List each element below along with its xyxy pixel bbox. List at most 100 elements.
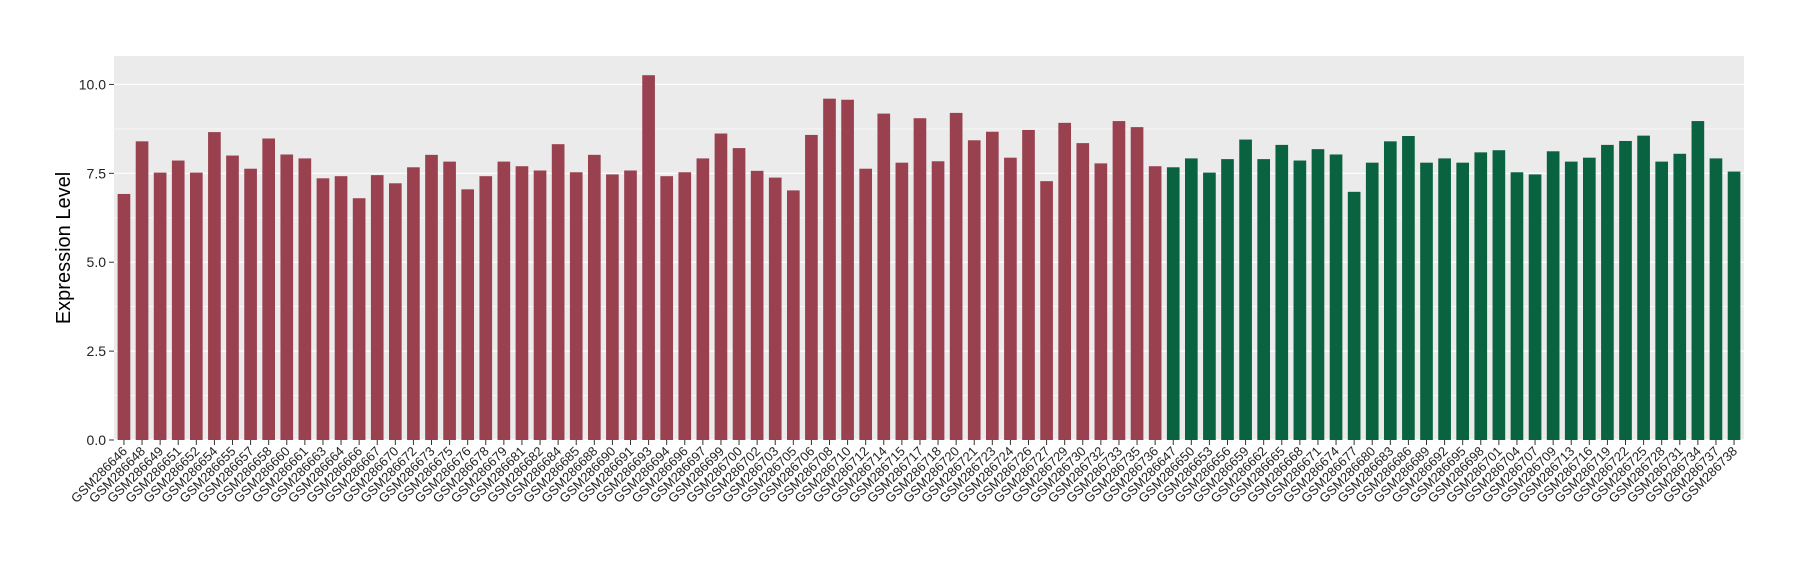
- bar-GSM286686: [1402, 136, 1415, 440]
- bar-GSM286719: [1601, 144, 1614, 440]
- y-tick-label: 0.0: [87, 432, 107, 448]
- bar-GSM286665: [1275, 144, 1289, 440]
- plot-panel: [114, 56, 1744, 440]
- bar-GSM286674: [1329, 154, 1343, 440]
- bar-GSM286661: [298, 158, 312, 440]
- bar-GSM286691: [624, 170, 637, 440]
- x-axis: GSM286646GSM286648GSM286649GSM286651GSM2…: [68, 440, 1740, 506]
- bar-GSM286675: [443, 161, 456, 440]
- bar-GSM286646: [117, 193, 131, 440]
- y-tick-label: 10.0: [79, 76, 106, 92]
- bar-GSM286714: [877, 113, 891, 440]
- bar-GSM286663: [316, 178, 330, 441]
- bar-GSM286667: [370, 175, 384, 440]
- bar-GSM286652: [189, 172, 203, 440]
- bar-GSM286704: [1510, 172, 1524, 440]
- bar-GSM286710: [841, 99, 854, 440]
- bar-GSM286705: [786, 190, 800, 440]
- y-axis: 0.0 2.5 5.0 7.5 10.0: [79, 76, 114, 448]
- bar-GSM286653: [1203, 172, 1216, 440]
- bar-GSM286729: [1058, 122, 1072, 440]
- bar-GSM286648: [135, 141, 149, 441]
- bar-GSM286662: [1257, 159, 1271, 440]
- bar-GSM286696: [678, 172, 692, 440]
- grid-lines: [114, 83, 1744, 441]
- bar-GSM286682: [533, 170, 547, 440]
- bar-GSM286688: [587, 154, 601, 440]
- bar-GSM286700: [732, 148, 746, 441]
- bar-GSM286722: [1619, 140, 1632, 440]
- bar-GSM286726: [1022, 129, 1035, 440]
- bar-GSM286673: [425, 154, 438, 440]
- bar-GSM286732: [1094, 163, 1108, 440]
- bar-GSM286655: [226, 155, 239, 441]
- bar-GSM286679: [497, 161, 511, 440]
- bar-GSM286654: [208, 132, 221, 441]
- bar-GSM286658: [262, 138, 276, 440]
- bar-GSM286706: [805, 134, 818, 440]
- bar-GSM286659: [1239, 139, 1252, 441]
- bar-GSM286723: [985, 131, 999, 440]
- bar-GSM286680: [1365, 162, 1379, 440]
- bar-GSM286690: [606, 174, 619, 440]
- bar-GSM286677: [1347, 191, 1361, 440]
- bars-group: [117, 75, 1741, 441]
- bar-GSM286651: [171, 160, 185, 441]
- bar-GSM286685: [569, 172, 583, 440]
- bar-GSM286684: [551, 144, 565, 440]
- bar-GSM286689: [1420, 162, 1433, 440]
- y-tick-label: 5.0: [87, 254, 107, 270]
- bar-GSM286738: [1727, 171, 1741, 441]
- bar-GSM286657: [244, 168, 257, 440]
- y-axis-label: Expression Level: [53, 172, 75, 324]
- bar-GSM286701: [1492, 150, 1506, 440]
- bar-GSM286712: [859, 168, 873, 440]
- bar-GSM286670: [388, 183, 402, 441]
- bar-GSM286650: [1184, 158, 1198, 440]
- bar-GSM286730: [1076, 143, 1090, 440]
- bar-GSM286724: [1004, 157, 1017, 440]
- bar-GSM286698: [1474, 152, 1488, 440]
- bar-GSM286734: [1691, 121, 1705, 441]
- bar-GSM286649: [153, 172, 167, 440]
- bar-GSM286668: [1293, 160, 1307, 441]
- bar-GSM286716: [1582, 157, 1596, 440]
- bar-GSM286692: [1438, 158, 1451, 440]
- bar-GSM286721: [967, 140, 981, 440]
- bar-GSM286699: [714, 133, 728, 440]
- bar-GSM286728: [1655, 161, 1669, 440]
- bar-GSM286717: [913, 118, 927, 440]
- bar-GSM286693: [642, 75, 655, 440]
- bar-GSM286671: [1311, 149, 1325, 440]
- bar-GSM286713: [1564, 161, 1578, 440]
- bar-GSM286731: [1673, 153, 1687, 440]
- bar-GSM286709: [1546, 151, 1560, 441]
- bar-GSM286660: [280, 154, 294, 440]
- bar-GSM286676: [461, 189, 475, 440]
- bar-GSM286678: [479, 176, 493, 440]
- bar-GSM286695: [1456, 162, 1470, 440]
- bar-GSM286733: [1112, 121, 1126, 441]
- bar-GSM286736: [1148, 166, 1162, 440]
- bar-GSM286715: [895, 162, 909, 440]
- bar-GSM286718: [931, 161, 945, 440]
- bar-GSM286727: [1040, 181, 1053, 440]
- bar-GSM286681: [515, 166, 529, 440]
- bar-GSM286656: [1221, 159, 1234, 440]
- y-tick-label: 2.5: [87, 343, 107, 359]
- bar-GSM286707: [1528, 174, 1542, 440]
- bar-GSM286647: [1166, 167, 1180, 441]
- bar-GSM286725: [1637, 135, 1650, 440]
- bar-GSM286694: [660, 176, 674, 440]
- bar-GSM286735: [1130, 127, 1144, 440]
- bar-GSM286708: [823, 98, 836, 441]
- bar-GSM286703: [768, 177, 782, 440]
- bar-GSM286702: [750, 170, 764, 440]
- bar-GSM286737: [1709, 158, 1723, 440]
- y-tick-label: 7.5: [87, 165, 107, 181]
- bar-GSM286683: [1383, 141, 1397, 441]
- bar-GSM286697: [696, 158, 710, 440]
- bar-GSM286666: [352, 198, 366, 440]
